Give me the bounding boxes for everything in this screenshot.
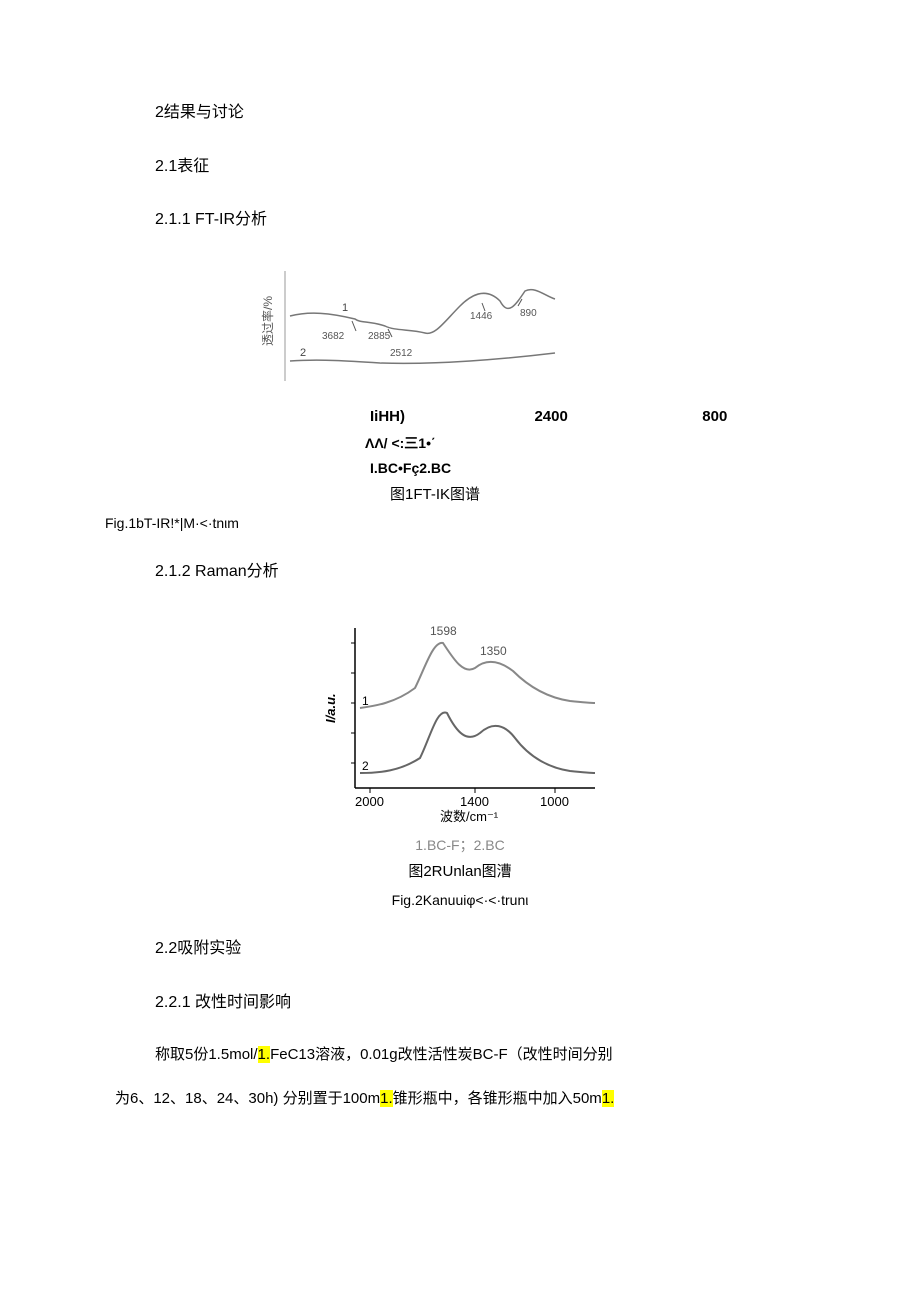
heading-2-1: 2.1表征	[155, 154, 860, 180]
body-para-1: 称取5份1.5mol/1.FeC13溶液，0.01g改性活性炭BC-F（改性时间…	[155, 1043, 860, 1067]
fig1-curve2-label: 2	[300, 347, 306, 359]
fig2-curve-2	[360, 712, 595, 773]
fig1-ann-2885: 2885	[368, 331, 391, 342]
body-p2-hl1: 1.	[380, 1090, 393, 1107]
body-p2-part2: 锥形瓶中，各锥形瓶中加入50m	[393, 1090, 602, 1107]
fig1-ann-890: 890	[520, 308, 537, 319]
fig2-curve-1	[360, 643, 595, 708]
fig1-ann-3682: 3682	[322, 331, 345, 342]
body-p1-hl1: 1.	[258, 1046, 271, 1063]
figure-1-container: 透过率/% 1 2 3682 2885 2512 1446 890 IiHH) …	[60, 261, 860, 507]
fig2-peak-1350: 1350	[480, 644, 507, 658]
fig2-ylabel: I/a.u.	[323, 693, 338, 723]
fig2-xlabel: 波数/cm⁻¹	[440, 809, 499, 823]
fig2-xtick-1000: 1000	[540, 794, 569, 809]
fig2-caption-en: Fig.2Kanuuiφ<·<·trunι	[60, 889, 860, 911]
fig1-tick-1: IiHH)	[370, 405, 405, 429]
fig1-ann-1446: 1446	[470, 311, 493, 322]
fig1-tick-3: 800	[702, 405, 727, 429]
figure-2-svg: 2000 1400 1000 波数/cm⁻¹ I/a.u. 1598 1350 …	[315, 613, 605, 823]
heading-2-1-2: 2.1.2 Raman分析	[155, 559, 860, 585]
fig1-tick-2: 2400	[534, 405, 567, 429]
fig2-curve2-label: 2	[362, 759, 369, 773]
body-p2-hl2: 1.	[602, 1090, 615, 1107]
fig1-curve1-label: 1	[342, 302, 348, 314]
heading-2-1-1: 2.1.1 FT-IR分析	[155, 207, 860, 233]
body-p2-part1: 为6、12、18、24、30h) 分别置于100m	[115, 1090, 380, 1107]
body-para-2: 为6、12、18、24、30h) 分别置于100m1.锥形瓶中，各锥形瓶中加入5…	[115, 1087, 860, 1111]
body-p1-part1: 称取5份1.5mol/	[155, 1046, 258, 1063]
figure-1-svg: 透过率/% 1 2 3682 2885 2512 1446 890	[260, 261, 560, 391]
fig2-peak-1598: 1598	[430, 624, 457, 638]
fig1-ann-2512: 2512	[390, 348, 413, 359]
fig1-ylabel: 透过率/%	[260, 295, 275, 345]
fig1-legend: I.BC•Fç2.BC	[370, 457, 860, 479]
fig1-curve-2	[290, 353, 555, 363]
fig1-caption-cn: 图1FT-IK图谱	[390, 483, 860, 507]
fig1-sublabel: ΛΛ/ <:三1•΄	[365, 432, 860, 454]
fig2-caption-cn: 图2RUnlan图漕	[60, 860, 860, 884]
body-p1-part2: FeC13溶液，0.01g改性活性炭BC-F（改性时间分别	[270, 1046, 613, 1063]
figure-2-container: 2000 1400 1000 波数/cm⁻¹ I/a.u. 1598 1350 …	[60, 613, 860, 911]
fig2-xtick-1400: 1400	[460, 794, 489, 809]
heading-2-2-1: 2.2.1 改性时间影响	[155, 990, 860, 1016]
fig1-caption-en: Fig.1bT-IR!*|M·<·tnιm	[105, 512, 860, 534]
fig2-legend: 1.BC-F；2.BC	[60, 834, 860, 856]
fig2-xtick-2000: 2000	[355, 794, 384, 809]
heading-2-2: 2.2吸附实验	[155, 936, 860, 962]
fig1-curve-1	[290, 289, 555, 333]
fig2-curve1-label: 1	[362, 694, 369, 708]
heading-2: 2结果与讨论	[155, 100, 860, 126]
